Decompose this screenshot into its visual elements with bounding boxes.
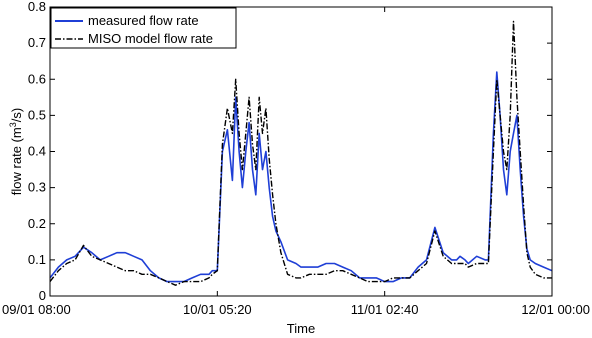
series-group xyxy=(49,20,553,286)
series-line-measured xyxy=(49,71,553,283)
series-line-miso-model xyxy=(49,20,552,286)
y-axis-label-suffix: /s) xyxy=(9,108,24,122)
x-tick-label: 12/01 00:00 xyxy=(521,302,590,317)
y-axis-label-superscript: 3 xyxy=(8,122,18,127)
y-tick-label: 0.4 xyxy=(28,144,46,159)
x-tick-label: 11/01 02:40 xyxy=(351,302,419,317)
y-tick-label: 0.3 xyxy=(28,180,46,195)
x-axis-ticks: 09/01 08:00 10/01 05:20 11/01 02:40 12/01 0… xyxy=(2,7,590,317)
y-tick-label: 0.8 xyxy=(28,0,46,14)
y-tick-label: 0.5 xyxy=(28,107,46,122)
y-tick-label: 0.7 xyxy=(28,35,46,50)
x-axis-label: Time xyxy=(287,321,315,336)
y-tick-label: 0.6 xyxy=(28,71,46,86)
y-tick-label: 0 xyxy=(39,288,46,303)
x-tick-label: 10/01 05:20 xyxy=(183,302,252,317)
legend-box xyxy=(50,7,237,49)
y-axis-label-prefix: flow rate (m xyxy=(9,127,24,195)
y-tick-label: 0.2 xyxy=(28,216,46,231)
y-tick-label: 0.1 xyxy=(28,252,46,267)
legend-label-measured: measured flow rate xyxy=(88,13,199,28)
legend-label-miso-model: MISO model flow rate xyxy=(88,31,213,46)
legend: measured flow rate MISO model flow rate xyxy=(50,7,237,49)
x-tick-label: 09/01 08:00 xyxy=(2,302,71,317)
y-axis-label: flow rate (m3/s) xyxy=(8,108,24,195)
y-axis-ticks: 0 0.1 0.2 0.3 0.4 0.5 0.6 0.7 0.8 xyxy=(28,0,552,303)
